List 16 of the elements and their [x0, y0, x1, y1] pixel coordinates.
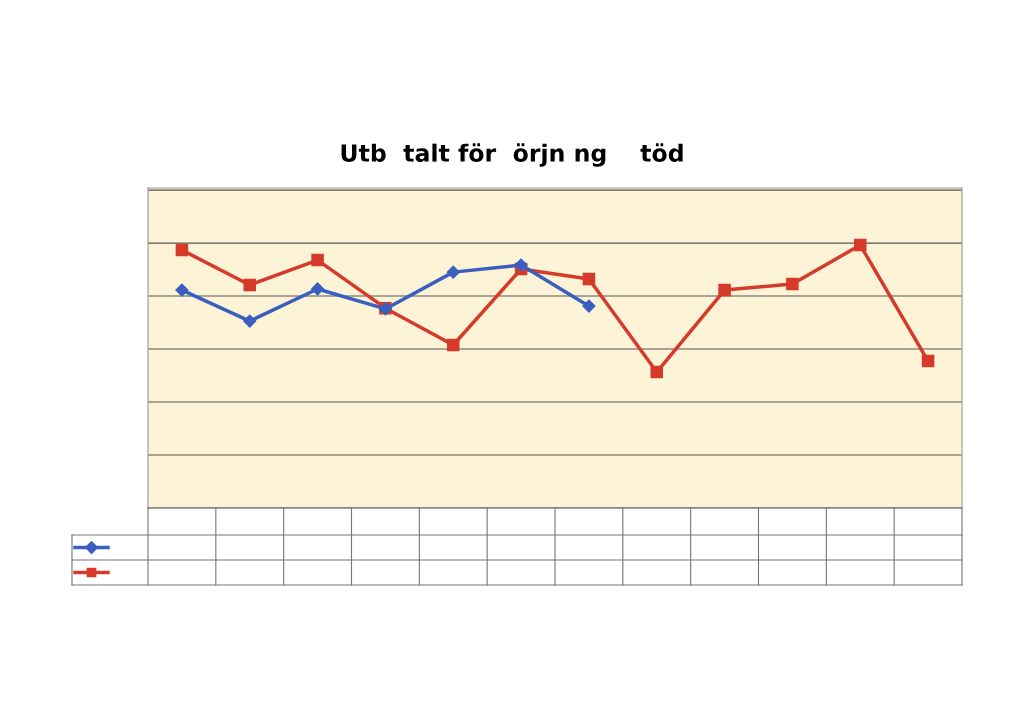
- point: [718, 283, 731, 297]
- chart-title: Utb talt för örjn ng töd: [341, 143, 683, 167]
- point: [243, 278, 257, 292]
- point: [650, 365, 664, 379]
- point: [786, 277, 799, 291]
- point: [175, 243, 189, 257]
- point: [514, 258, 528, 272]
- point: [921, 354, 935, 368]
- point: [582, 299, 596, 313]
- point: [446, 338, 460, 352]
- point: [243, 314, 257, 328]
- point: [853, 238, 867, 252]
- point: [311, 253, 324, 267]
- point: [582, 272, 596, 286]
- point: [446, 265, 460, 279]
- point: [310, 282, 325, 296]
